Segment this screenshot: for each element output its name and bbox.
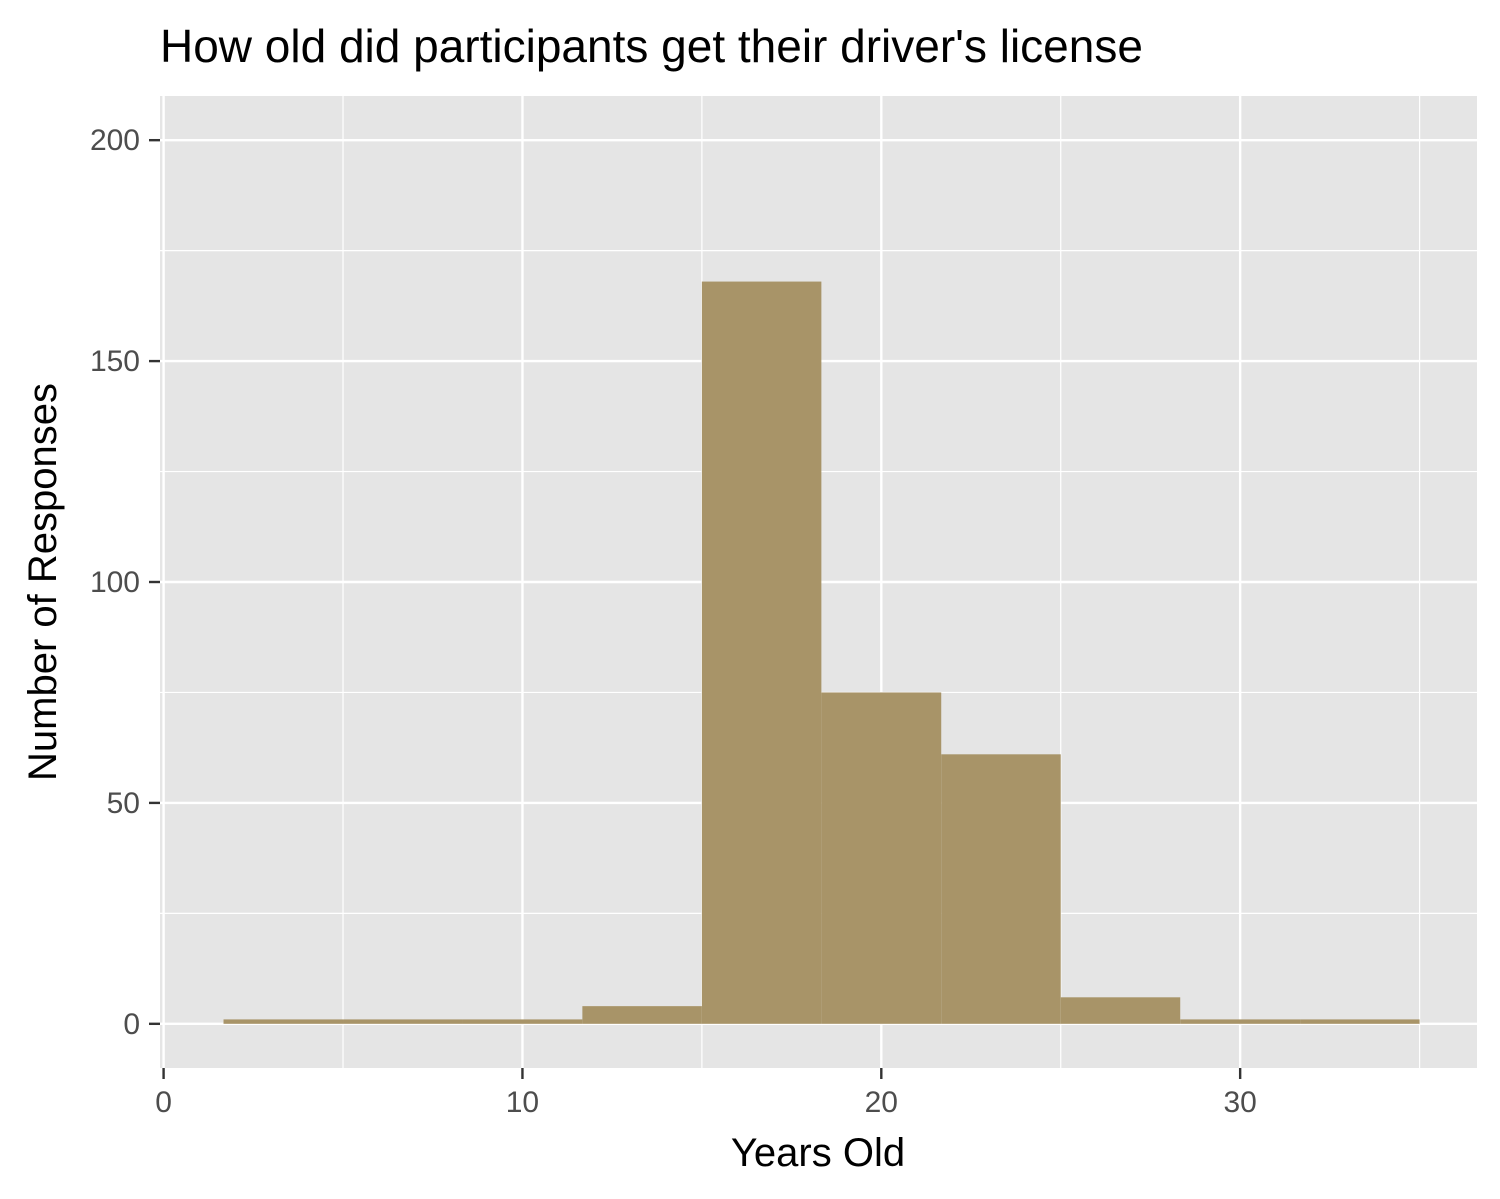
- x-tick-label: 20: [865, 1086, 898, 1119]
- y-tick-label: 50: [107, 787, 140, 820]
- chart-title: How old did participants get their drive…: [160, 20, 1143, 72]
- y-tick-label: 100: [90, 566, 140, 599]
- y-tick-label: 0: [123, 1008, 140, 1041]
- histogram-bar: [941, 754, 1061, 1024]
- histogram-bar: [1300, 1019, 1420, 1024]
- histogram-bar: [1060, 997, 1181, 1024]
- histogram-bar: [343, 1019, 463, 1024]
- histogram-bar: [462, 1019, 583, 1024]
- y-axis: 0 50 100 150 200: [90, 124, 160, 1041]
- histogram-bar: [821, 692, 942, 1024]
- x-tick-label: 0: [155, 1086, 172, 1119]
- histogram-bar: [1180, 1019, 1301, 1024]
- x-axis-title: Years Old: [731, 1131, 905, 1175]
- x-tick-label: 10: [506, 1086, 539, 1119]
- x-axis: 0 10 20 30: [155, 1068, 1257, 1119]
- histogram-bars: [223, 281, 1420, 1024]
- histogram-bar: [582, 1006, 702, 1024]
- x-tick-label: 30: [1223, 1086, 1256, 1119]
- y-tick-label: 150: [90, 345, 140, 378]
- y-tick-label: 200: [90, 124, 140, 157]
- histogram-bar: [701, 281, 822, 1024]
- histogram-bar: [223, 1019, 344, 1024]
- y-axis-title: Number of Responses: [21, 383, 65, 781]
